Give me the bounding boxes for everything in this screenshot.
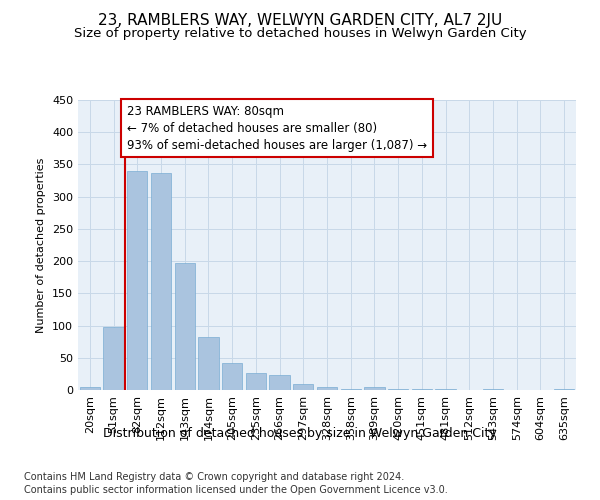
Bar <box>151 173 171 390</box>
Bar <box>199 336 218 390</box>
Bar <box>293 384 313 390</box>
Bar <box>103 327 124 390</box>
Text: 23, RAMBLERS WAY, WELWYN GARDEN CITY, AL7 2JU: 23, RAMBLERS WAY, WELWYN GARDEN CITY, AL… <box>98 12 502 28</box>
Bar <box>269 374 290 390</box>
Bar <box>175 263 195 390</box>
Text: Contains HM Land Registry data © Crown copyright and database right 2024.: Contains HM Land Registry data © Crown c… <box>24 472 404 482</box>
Bar <box>80 387 100 390</box>
Text: 23 RAMBLERS WAY: 80sqm
← 7% of detached houses are smaller (80)
93% of semi-deta: 23 RAMBLERS WAY: 80sqm ← 7% of detached … <box>127 104 427 152</box>
Bar <box>364 387 385 390</box>
Bar <box>222 363 242 390</box>
Y-axis label: Number of detached properties: Number of detached properties <box>37 158 46 332</box>
Text: Distribution of detached houses by size in Welwyn Garden City: Distribution of detached houses by size … <box>103 428 497 440</box>
Text: Contains public sector information licensed under the Open Government Licence v3: Contains public sector information licen… <box>24 485 448 495</box>
Bar <box>246 372 266 390</box>
Bar <box>127 171 148 390</box>
Text: Size of property relative to detached houses in Welwyn Garden City: Size of property relative to detached ho… <box>74 28 526 40</box>
Bar <box>317 387 337 390</box>
Bar <box>341 388 361 390</box>
